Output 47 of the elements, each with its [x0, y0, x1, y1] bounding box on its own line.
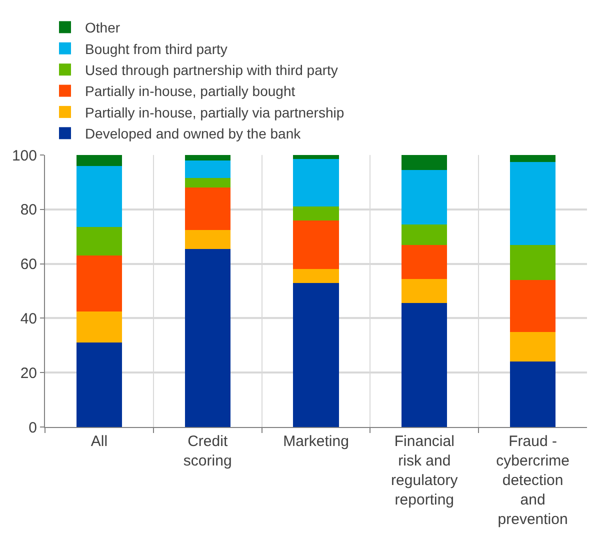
y-tick-label: 60 — [20, 256, 37, 274]
legend-label: Other — [85, 20, 120, 36]
legend-label: Used through partnership with third party — [85, 62, 338, 78]
bar — [293, 206, 339, 220]
x-tick-label: Marketing — [283, 433, 349, 450]
y-tick-label: 0 — [28, 419, 37, 436]
legend-label: Partially in-house, partially bought — [85, 83, 296, 100]
bar — [184, 155, 230, 160]
bar — [510, 162, 556, 245]
y-tick-label: 100 — [12, 147, 37, 164]
bar — [184, 178, 230, 188]
legend-label: Bought from third party — [85, 40, 228, 57]
bar — [76, 256, 122, 312]
legend-label: Partially in-house, partially via partnership — [85, 104, 344, 120]
bar — [510, 155, 556, 162]
bar — [402, 170, 448, 224]
bar — [293, 220, 339, 270]
x-tick-label: Fraud - cybercrime detection and prevention — [496, 433, 570, 528]
bar — [402, 155, 448, 170]
bar — [76, 342, 122, 427]
bar — [184, 248, 230, 427]
y-tick-label: 40 — [20, 310, 37, 328]
y-tick-label: 80 — [20, 202, 37, 219]
y-tick-label: 20 — [20, 364, 37, 382]
bar — [293, 269, 339, 283]
bar — [76, 155, 122, 166]
bar — [184, 188, 230, 230]
bar — [510, 332, 556, 362]
bar — [184, 160, 230, 178]
x-tick-label: Financial risk and regulatory reporting — [391, 433, 458, 508]
bar — [76, 227, 122, 256]
x-tick-label: All — [90, 433, 108, 450]
bar — [293, 159, 339, 207]
bar — [402, 303, 448, 427]
bar — [184, 230, 230, 249]
bar — [510, 362, 556, 427]
bar — [402, 244, 448, 279]
legend-label: Developed and owned by the bank — [85, 126, 302, 142]
x-tick-label: Credit scoring — [183, 433, 232, 470]
bar — [76, 166, 122, 228]
bar — [510, 244, 556, 280]
bar — [293, 282, 339, 427]
bar — [293, 155, 339, 160]
bar — [402, 224, 448, 245]
bar — [510, 280, 556, 332]
bar — [76, 311, 122, 343]
bar — [402, 278, 448, 304]
